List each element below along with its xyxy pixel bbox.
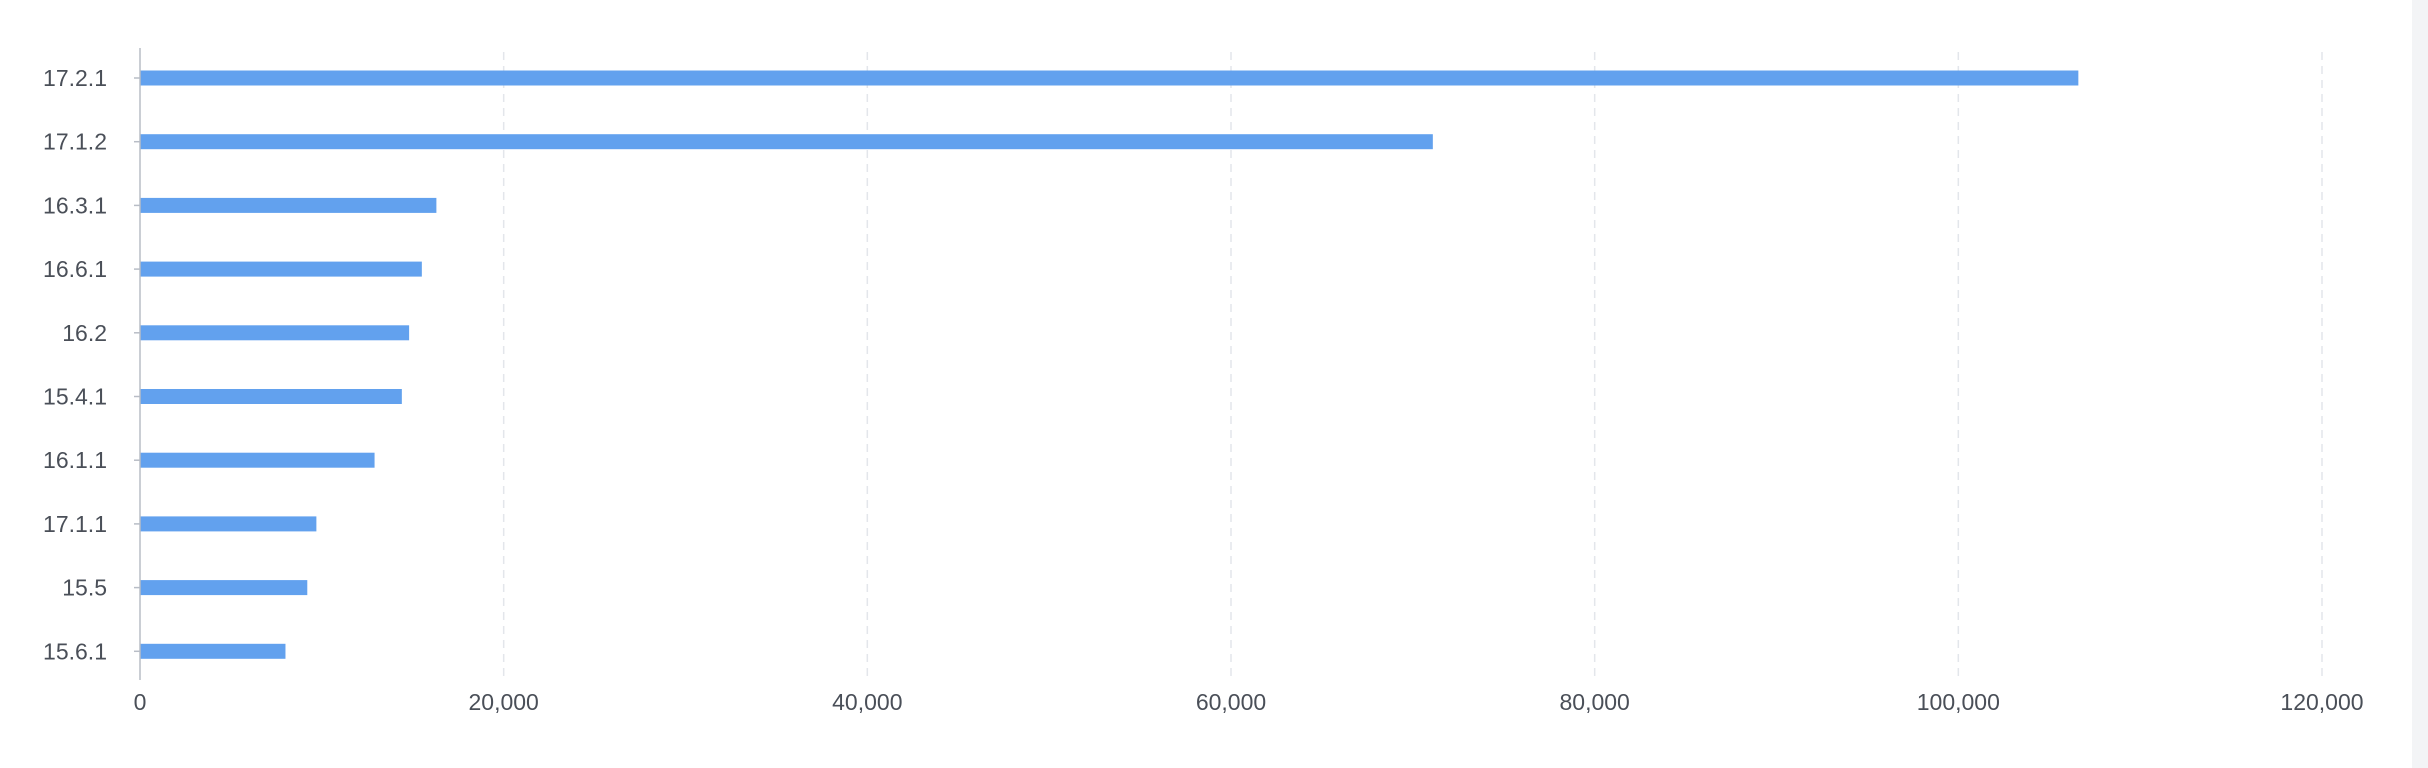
bar[interactable] [140,452,375,468]
x-tick-label: 120,000 [2280,689,2363,715]
bars [140,70,2079,659]
scrollbar-track[interactable] [2412,0,2428,768]
axes [134,48,141,680]
bar[interactable] [140,643,286,659]
grid-lines [502,52,2323,680]
y-tick-label: 16.6.1 [43,256,107,282]
bar[interactable] [140,516,317,532]
x-tick-label: 20,000 [468,689,538,715]
y-tick-label: 16.2 [62,320,107,346]
bar[interactable] [140,70,2079,86]
y-tick-label: 16.1.1 [43,447,107,473]
y-tick-label: 15.4.1 [43,384,107,410]
bar[interactable] [140,197,437,213]
x-tick-label: 40,000 [832,689,902,715]
bar[interactable] [140,261,422,277]
y-tick-label: 17.2.1 [43,65,107,91]
bar[interactable] [140,580,308,596]
bar[interactable] [140,389,402,404]
y-tick-label: 17.1.1 [43,511,107,537]
y-tick-label: 16.3.1 [43,192,107,218]
y-tick-label: 15.5 [62,575,107,601]
x-tick-label: 0 [134,689,147,715]
tick-labels: 17.2.1 17.1.2 16.3.1 16.6.1 16.2 15.4.1 16.1.1… [43,65,2364,715]
x-tick-label: 60,000 [1196,689,1266,715]
bar[interactable] [140,134,1433,150]
x-tick-label: 80,000 [1559,689,1629,715]
x-tick-label: 100,000 [1917,689,2000,715]
y-tick-label: 17.1.2 [43,129,107,155]
bar[interactable] [140,325,410,341]
y-tick-label: 15.6.1 [43,638,107,664]
